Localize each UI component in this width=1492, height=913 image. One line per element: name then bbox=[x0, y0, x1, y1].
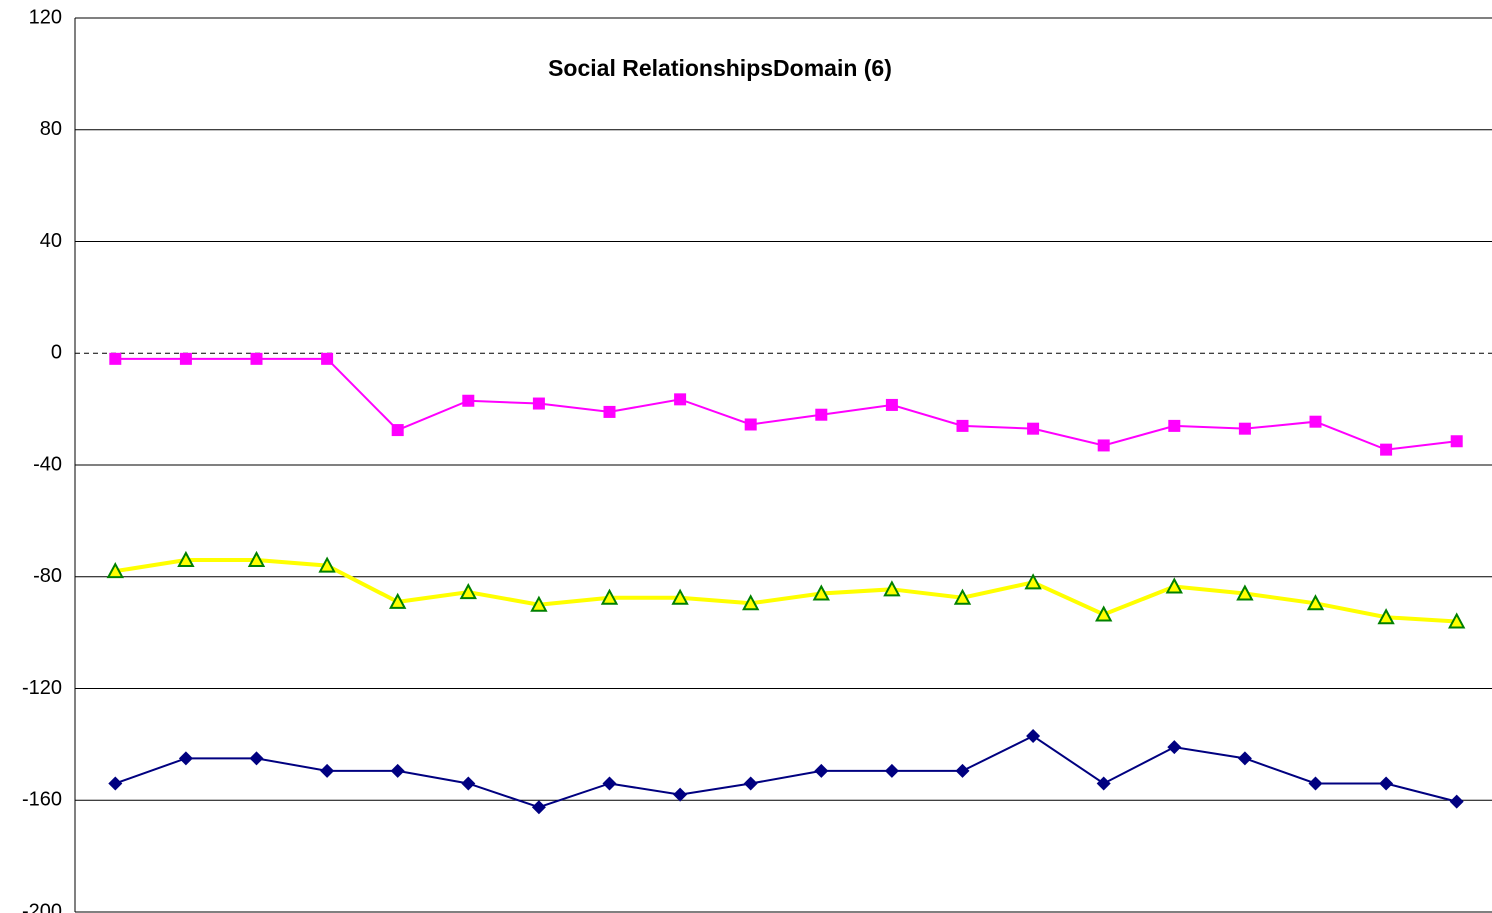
marker bbox=[1168, 419, 1181, 432]
marker bbox=[1308, 776, 1323, 791]
marker bbox=[1236, 584, 1254, 601]
y-tick-label: -120 bbox=[22, 677, 62, 699]
marker bbox=[178, 751, 193, 766]
marker bbox=[531, 800, 546, 815]
y-tick-label: 0 bbox=[51, 342, 62, 364]
marker bbox=[109, 352, 122, 365]
y-tick-label: -40 bbox=[33, 453, 62, 475]
marker bbox=[815, 408, 828, 421]
marker bbox=[883, 580, 901, 597]
marker bbox=[1449, 794, 1464, 809]
marker bbox=[743, 776, 758, 791]
marker bbox=[459, 583, 477, 600]
marker bbox=[1309, 415, 1322, 428]
marker bbox=[462, 394, 475, 407]
marker bbox=[600, 588, 619, 605]
marker bbox=[673, 787, 688, 802]
y-tick-label: -200 bbox=[22, 900, 62, 913]
marker bbox=[247, 550, 266, 567]
marker bbox=[674, 393, 687, 406]
marker bbox=[1095, 605, 1113, 622]
marker bbox=[318, 556, 336, 573]
y-tick-label: -80 bbox=[33, 565, 62, 587]
series-line bbox=[115, 357, 1457, 451]
marker bbox=[1379, 776, 1394, 791]
marker bbox=[885, 398, 898, 411]
y-tick-label: 80 bbox=[40, 118, 62, 140]
marker bbox=[955, 763, 970, 778]
marker bbox=[744, 418, 757, 431]
marker bbox=[1167, 740, 1182, 755]
marker bbox=[956, 419, 969, 432]
series-line bbox=[114, 557, 1457, 624]
marker bbox=[320, 763, 335, 778]
marker bbox=[249, 751, 264, 766]
y-tick-label: 120 bbox=[29, 6, 62, 28]
marker bbox=[603, 405, 616, 418]
marker bbox=[1096, 776, 1111, 791]
marker bbox=[106, 562, 124, 579]
marker bbox=[532, 397, 545, 410]
marker bbox=[1165, 577, 1183, 594]
marker bbox=[1024, 573, 1042, 590]
marker bbox=[1306, 594, 1325, 611]
chart-title: Social RelationshipsDomain (6) bbox=[548, 55, 892, 81]
marker bbox=[1027, 422, 1040, 435]
marker bbox=[671, 588, 689, 605]
marker bbox=[884, 763, 899, 778]
marker bbox=[177, 550, 195, 567]
marker bbox=[814, 763, 829, 778]
marker bbox=[530, 595, 548, 612]
marker bbox=[179, 352, 192, 365]
marker bbox=[1448, 612, 1466, 629]
marker bbox=[1097, 439, 1110, 452]
marker bbox=[742, 594, 760, 611]
marker bbox=[391, 424, 404, 437]
marker bbox=[250, 352, 263, 365]
series-line bbox=[114, 734, 1457, 809]
y-tick-label: -160 bbox=[22, 789, 62, 811]
marker bbox=[953, 588, 972, 605]
y-tick-label: 40 bbox=[40, 230, 62, 252]
marker bbox=[390, 763, 405, 778]
marker bbox=[1450, 435, 1463, 448]
marker bbox=[321, 352, 334, 365]
marker bbox=[1238, 422, 1251, 435]
marker bbox=[1026, 728, 1041, 743]
marker bbox=[108, 776, 123, 791]
marker bbox=[1237, 751, 1252, 766]
marker bbox=[1380, 443, 1393, 456]
marker bbox=[461, 776, 476, 791]
marker bbox=[1377, 608, 1395, 625]
marker bbox=[602, 776, 617, 791]
marker bbox=[812, 584, 830, 601]
marker bbox=[389, 592, 407, 609]
